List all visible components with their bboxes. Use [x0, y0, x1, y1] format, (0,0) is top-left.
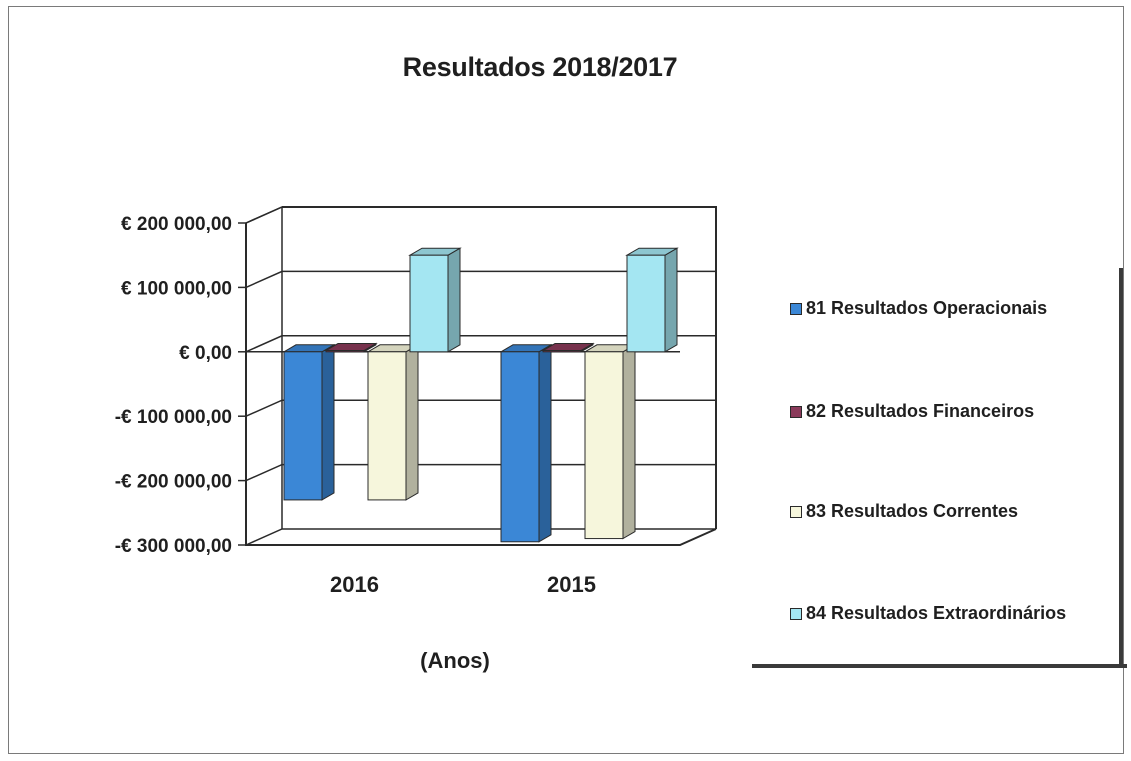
legend-swatch — [790, 302, 802, 315]
x-tick-label: 2016 — [330, 572, 379, 597]
gridline — [245, 528, 716, 546]
bar — [367, 351, 407, 501]
bar — [325, 350, 365, 353]
legend-border — [1119, 268, 1123, 668]
plot-axes — [245, 223, 717, 546]
legend-swatch — [790, 607, 802, 620]
gridline — [245, 270, 716, 289]
x-axis-title: (Anos) — [420, 648, 490, 673]
bar-side — [622, 343, 636, 540]
bar-side — [447, 247, 461, 353]
legend-swatch — [790, 405, 802, 418]
bar — [409, 254, 449, 353]
bar-side — [664, 247, 678, 353]
bar-side — [538, 343, 552, 543]
bar — [584, 351, 624, 540]
legend-label: 84 Resultados Extraordinários — [806, 603, 1067, 623]
chart-frame — [8, 6, 1124, 754]
legend-swatch — [790, 505, 802, 518]
legend-item-operacionais: 81 Resultados Operacionais — [790, 298, 1047, 319]
y-tick-label: -€ 100 000,00 — [115, 407, 232, 428]
legend-item-correntes: 83 Resultados Correntes — [790, 501, 1018, 522]
bar — [626, 254, 666, 353]
y-tick-label: € 0,00 — [179, 343, 232, 364]
legend-item-financeiros: 82 Resultados Financeiros — [790, 401, 1034, 422]
y-tick-label: -€ 200 000,00 — [115, 472, 232, 493]
legend-border — [752, 664, 1127, 668]
gridline — [245, 206, 716, 224]
chart-title: Resultados 2018/2017 — [402, 52, 678, 82]
gridline — [245, 463, 716, 482]
bar — [542, 350, 582, 353]
gridline — [245, 335, 716, 353]
legend-label: 82 Resultados Financeiros — [806, 401, 1035, 421]
y-tick-label: € 200 000,00 — [121, 214, 232, 235]
legend-label: 83 Resultados Correntes — [806, 501, 1019, 521]
y-tick-label: -€ 300 000,00 — [115, 536, 232, 557]
bar-side — [405, 343, 419, 501]
y-tick-label: € 100 000,00 — [121, 278, 232, 299]
x-tick-label: 2015 — [547, 572, 596, 597]
legend-label: 81 Resultados Operacionais — [806, 298, 1048, 318]
legend-item-extraordinarios: 84 Resultados Extraordinários — [790, 603, 1066, 624]
chart-legend: 81 Resultados Operacionais 82 Resultados… — [752, 268, 1127, 668]
bar — [283, 351, 323, 501]
gridline — [245, 399, 716, 417]
bar-side — [321, 343, 335, 501]
bar — [500, 351, 540, 543]
